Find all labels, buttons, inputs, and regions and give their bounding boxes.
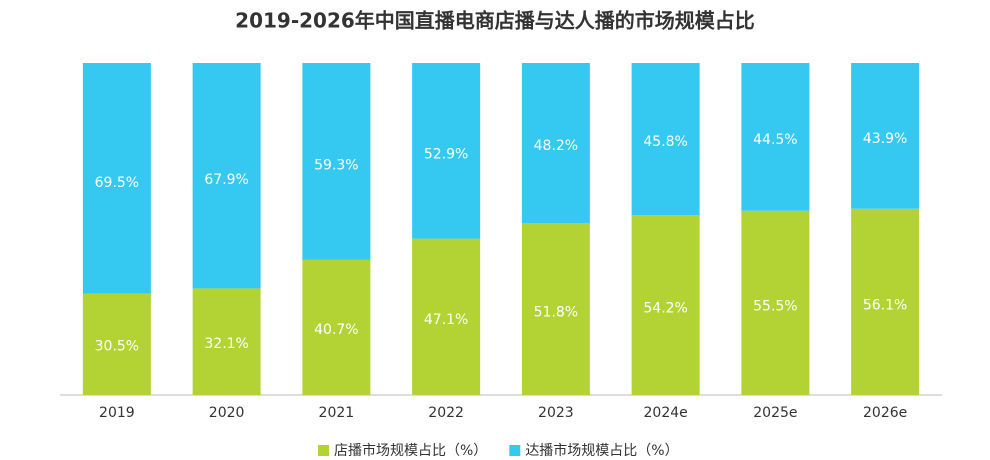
value-label: 30.5% [95, 338, 139, 354]
bar-segment [302, 63, 371, 260]
value-label: 56.1% [863, 298, 907, 314]
value-label: 51.8% [534, 304, 578, 320]
bar-segment [521, 63, 590, 224]
bar-segment [82, 63, 151, 294]
bar-segment [192, 288, 261, 395]
value-label: 55.5% [753, 299, 797, 315]
value-label: 54.2% [643, 301, 687, 317]
value-label: 40.7% [314, 322, 358, 338]
value-label: 69.5% [95, 175, 139, 191]
value-label: 45.8% [643, 134, 687, 150]
bar-segment [521, 223, 590, 395]
x-tick-label: 2020 [209, 405, 245, 421]
bar-segment [82, 293, 151, 395]
x-tick-label: 2021 [319, 405, 355, 421]
bar-segment [631, 215, 700, 395]
x-tick-label: 2023 [538, 405, 574, 421]
x-tick-label: 2019 [99, 405, 135, 421]
bar-segment [851, 63, 920, 209]
value-label: 43.9% [863, 131, 907, 147]
bar-segment [741, 63, 810, 211]
legend-swatch [318, 445, 329, 456]
x-tick-label: 2022 [428, 405, 464, 421]
bar-segment [412, 238, 481, 395]
bar-segment [192, 63, 261, 289]
value-label: 59.3% [314, 157, 358, 173]
value-label: 52.9% [424, 146, 468, 162]
value-label: 48.2% [534, 138, 578, 154]
chart-title: 2019-2026年中国直播电商店播与达人播的市场规模占比 [235, 9, 755, 33]
x-tick-label: 2024e [644, 405, 688, 421]
value-label: 47.1% [424, 312, 468, 328]
value-label: 67.9% [204, 172, 248, 188]
value-label: 44.5% [753, 132, 797, 148]
legend-label: 达播市场规模占比（%） [525, 442, 678, 459]
x-tick-label: 2026e [863, 405, 907, 421]
x-tick-label: 2025e [753, 405, 797, 421]
bar-segment [741, 210, 810, 395]
legend-swatch [509, 445, 521, 456]
bar-segment [851, 208, 920, 395]
bar-segment [302, 259, 371, 395]
bar-segment [631, 63, 700, 216]
value-label: 32.1% [204, 336, 248, 352]
bar-segment [412, 63, 481, 239]
legend-label: 店播市场规模占比（%） [334, 442, 487, 459]
